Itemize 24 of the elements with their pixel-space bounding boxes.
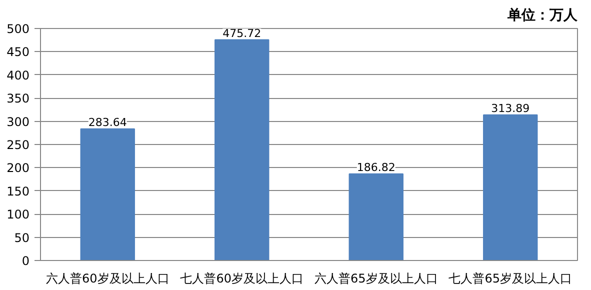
data-label: 186.82 [356, 160, 396, 174]
x-tick-label: 七人普60岁及以上人口 [180, 272, 304, 286]
y-tick-label: 0 [22, 254, 30, 268]
bar [214, 39, 270, 260]
data-label: 475.72 [222, 26, 262, 40]
y-tick-label: 350 [6, 92, 30, 106]
bar [348, 173, 404, 260]
x-tick-label: 七人普65岁及以上人口 [448, 272, 572, 286]
x-tick-label: 六人普65岁及以上人口 [314, 272, 438, 286]
y-tick-label: 450 [6, 45, 30, 60]
y-tick-label: 250 [6, 138, 30, 152]
data-label: 283.64 [88, 116, 127, 129]
y-tick-label: 500 [6, 22, 30, 36]
x-tick-label: 六人普60岁及以上人口 [46, 272, 170, 286]
y-tick-label: 400 [6, 68, 30, 82]
text: 单位：万人 [506, 8, 578, 24]
data-label: 313.89 [491, 102, 530, 115]
y-tick-label: 150 [6, 184, 30, 198]
bar [80, 128, 135, 260]
y-tick-label: 100 [6, 208, 30, 222]
y-tick-label: 300 [6, 114, 30, 129]
y-tick-label: 50 [14, 230, 30, 245]
y-tick-label: 200 [6, 161, 30, 176]
bar [483, 114, 538, 260]
